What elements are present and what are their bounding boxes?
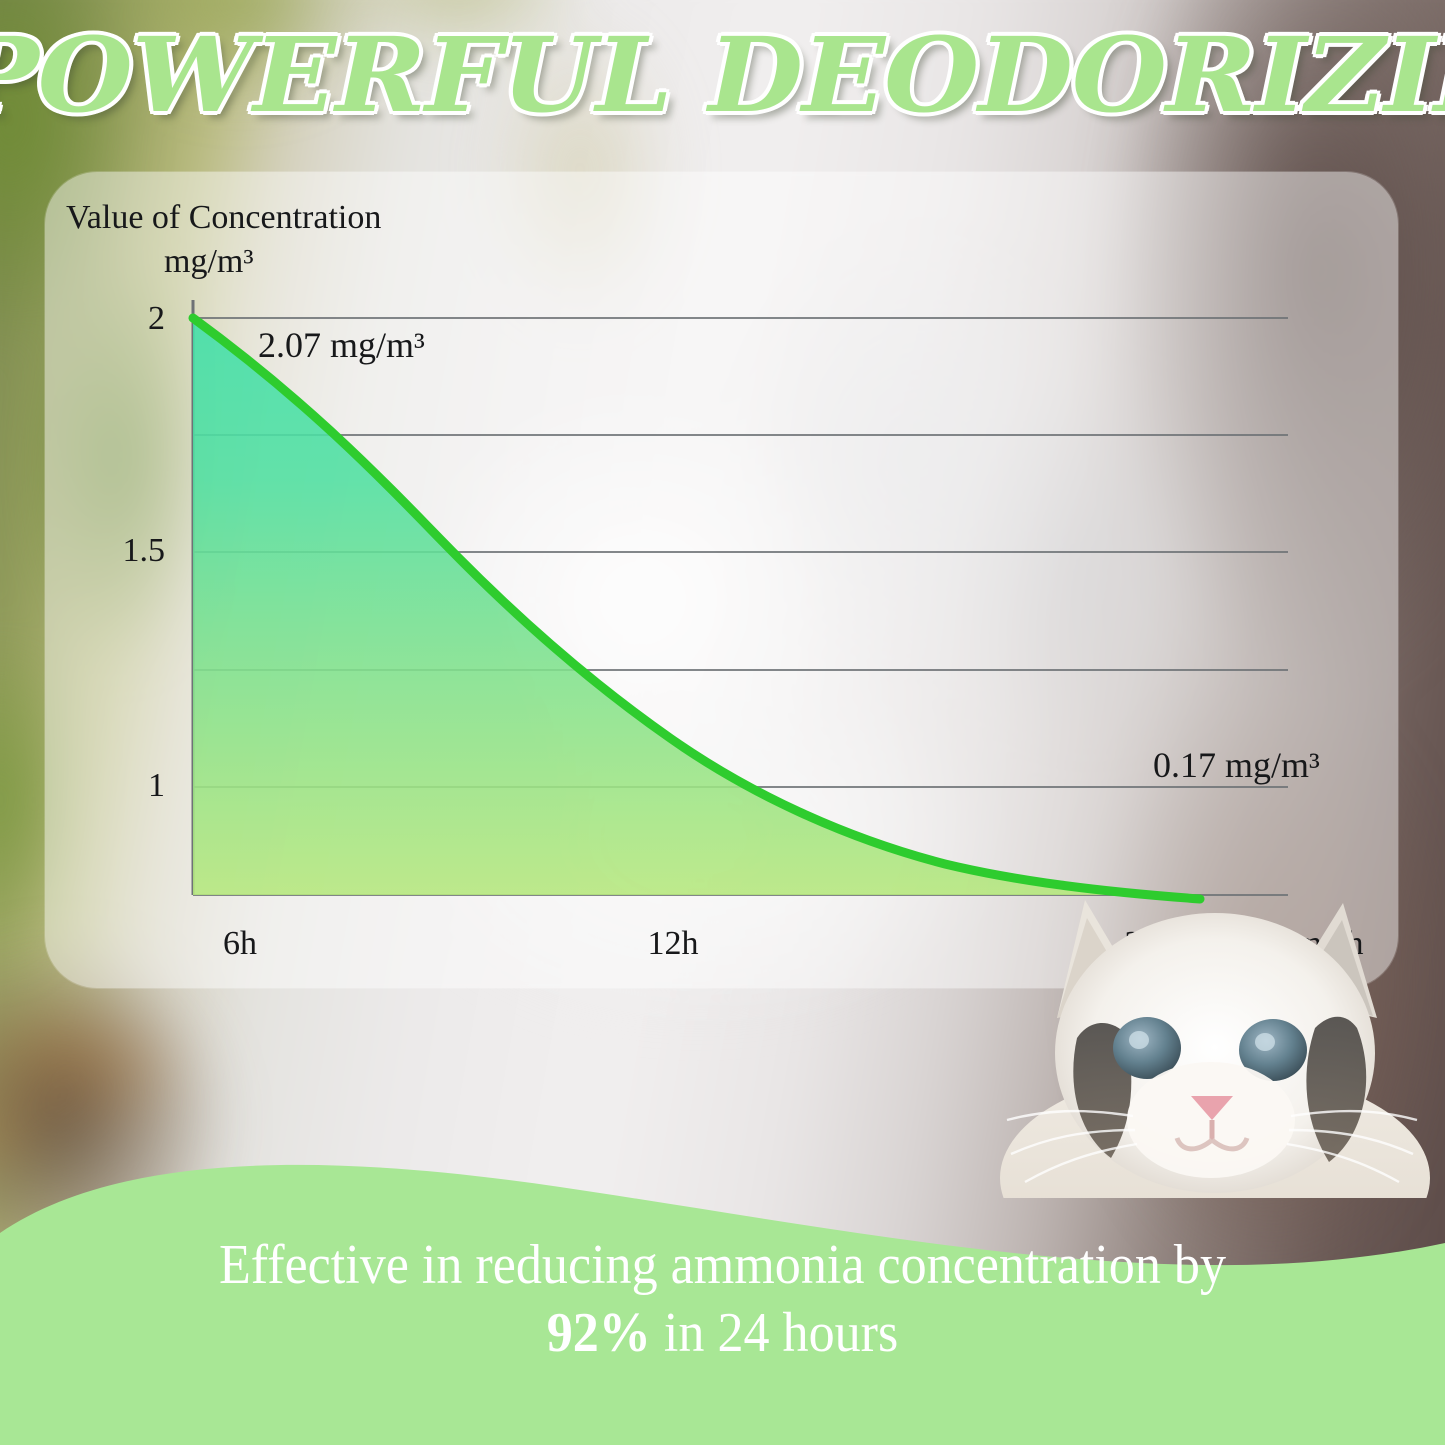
area-fill <box>193 318 1200 899</box>
page-title: POWERFUL DEODORIZING <box>0 15 1445 136</box>
callout-start-value: 2.07 mg/m³ <box>258 325 425 365</box>
footer-wave <box>0 1164 1445 1445</box>
y-tick-label-1-5: 1.5 <box>122 532 166 569</box>
cat-mask-right <box>1306 1016 1367 1162</box>
footer-caption: Effective in reducing ammonia concentrat… <box>51 1215 1395 1445</box>
footer-caption-line2: 92% in 24 hours <box>51 1299 1395 1367</box>
chart-canvas <box>188 300 1288 904</box>
y-tick-label-2: 2 <box>148 300 165 337</box>
footer-percent: 92% <box>546 1302 651 1365</box>
y-tick-label-1: 1 <box>148 767 165 804</box>
cat-illustration <box>1000 900 1430 1198</box>
footer-caption-line1: Effective in reducing ammonia concentrat… <box>218 1234 1226 1296</box>
y-axis-title-line1: Value of Concentration <box>66 199 382 236</box>
cat-eye-left <box>1113 1017 1181 1079</box>
cat-eye-right <box>1239 1019 1307 1081</box>
callout-end-value: 0.17 mg/m³ <box>1153 745 1320 785</box>
decay-curve <box>188 313 1205 904</box>
x-tick-label-12h: 12h <box>647 925 699 962</box>
footer-duration: in 24 hours <box>650 1302 899 1365</box>
cat-photo <box>985 858 1445 1198</box>
cat-whiskers <box>1006 1109 1418 1184</box>
y-axis-title-line2: mg/m³ <box>164 243 254 280</box>
cat-nose <box>1191 1096 1233 1120</box>
footer-wave-shape <box>0 1164 1445 1445</box>
x-tick-label-6h: 6h <box>223 925 257 962</box>
